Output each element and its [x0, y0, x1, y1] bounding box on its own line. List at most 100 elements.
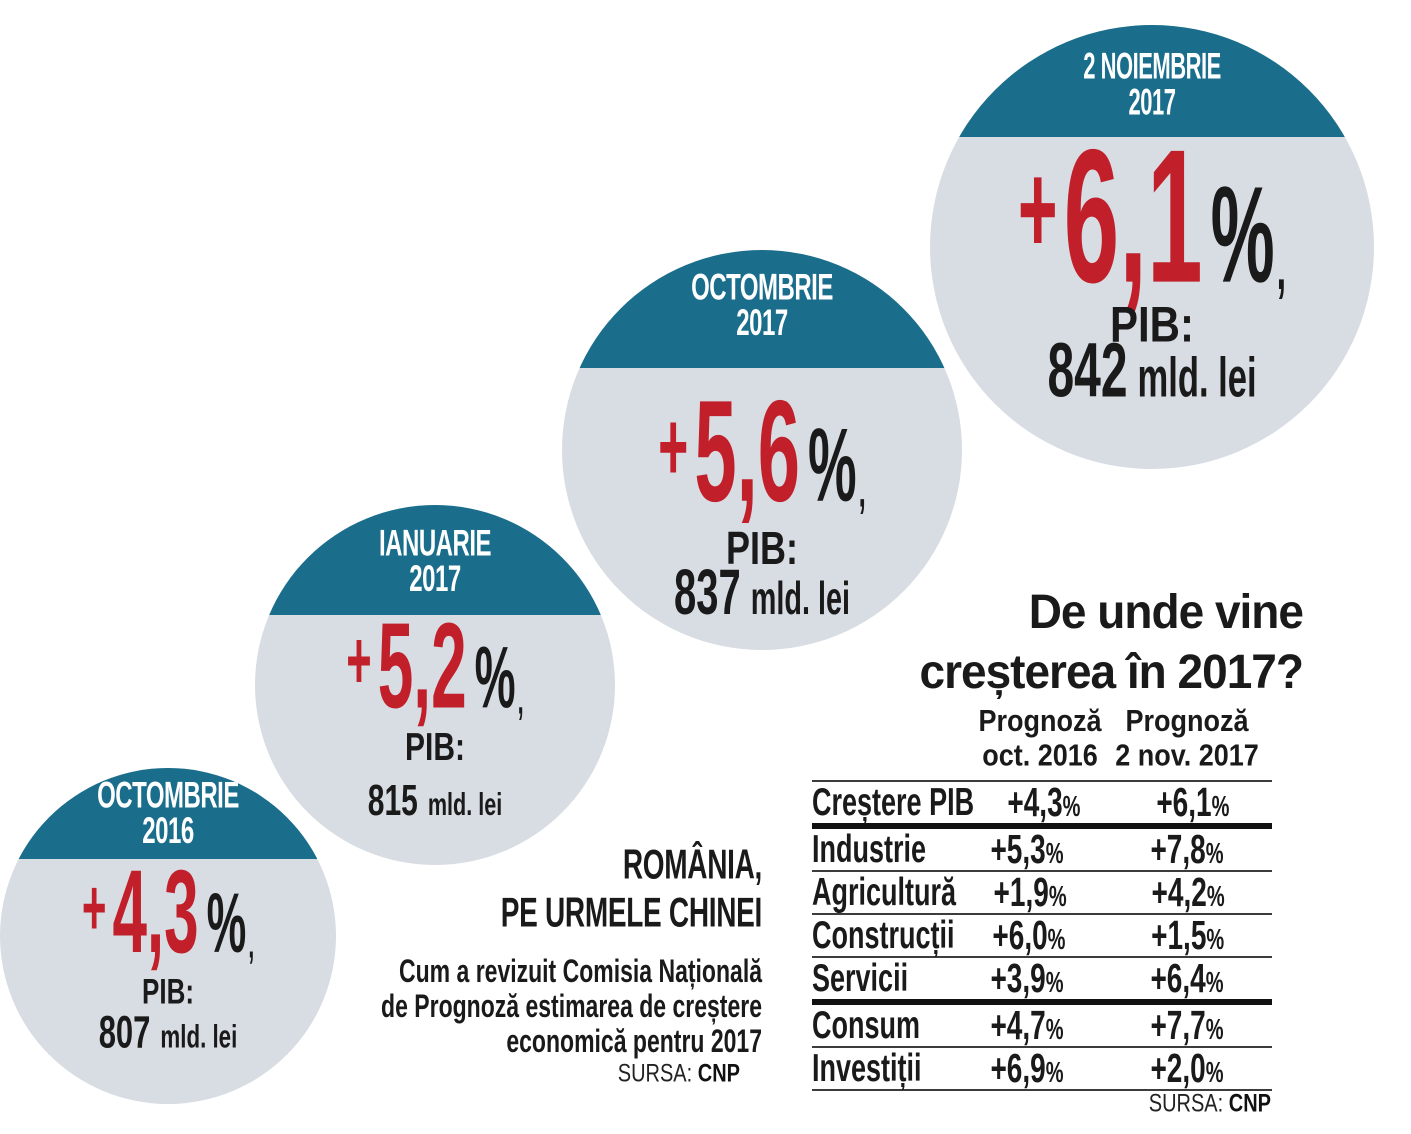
pib-value: 842 mld. lei — [930, 333, 1374, 411]
column-header-2-nov-2017: Prognoză 2 nov. 2017 — [1102, 704, 1272, 773]
row-value-col2: +2,0% — [1102, 1045, 1272, 1091]
source-note: SURSA: CNP — [618, 1060, 740, 1089]
growth-value: +5,2%, — [255, 605, 615, 727]
pib-label: PIB: — [142, 971, 194, 1012]
circle-date-line2: 2017 — [409, 558, 461, 601]
comma-mark: , — [858, 464, 866, 518]
value-number: +6,4 — [1150, 955, 1206, 1001]
source-value: CNP — [1228, 1090, 1271, 1118]
column-header-oct-2016: Prognoză oct. 2016 — [965, 704, 1115, 773]
pib-unit: mld. lei — [1137, 348, 1257, 410]
value-number: +3,9 — [990, 955, 1046, 1001]
pib-number: 807 — [98, 1007, 151, 1058]
row-label: Creștere PIB — [812, 780, 975, 824]
table-header: Prognoză oct. 2016 Prognoză 2 nov. 2017 — [812, 704, 1272, 778]
row-label: Construcții — [812, 913, 955, 957]
forecast-circle-2-nov-2017: 2 NOIEMBRIE 2017 +6,1%, PIB: 842 mld. lei — [930, 25, 1374, 469]
column-header-line1: Prognoză — [1125, 704, 1249, 738]
row-label: Servicii — [812, 956, 909, 1000]
percent-sign: % — [1211, 790, 1230, 823]
circle-date: OCTOMBRIE 2016 — [0, 774, 336, 850]
headline-line1: ROMÂNIA, — [622, 841, 762, 888]
pib-unit: mld. lei — [427, 785, 503, 823]
percent-sign: % — [206, 877, 247, 971]
growth-number: 5,6 — [694, 371, 800, 533]
table-rows: Creștere PIB +4,3% +6,1% Industrie +5,3%… — [812, 779, 1272, 1091]
growth-number: 6,1 — [1063, 110, 1203, 324]
growth-number: 4,3 — [112, 847, 199, 979]
pib-number: 837 — [674, 557, 741, 629]
percent-sign: % — [1206, 923, 1225, 956]
row-value-col1: +4,3% — [974, 779, 1114, 825]
headline-subtitle: Cum a revizuit Comisia Națională de Prog… — [381, 952, 762, 1059]
row-value-col1: +6,9% — [952, 1045, 1102, 1091]
circle-date-line2: 2016 — [142, 810, 194, 853]
percent-sign: % — [808, 405, 857, 524]
growth-value: +5,6%, — [562, 380, 962, 525]
circle-date-band: OCTOMBRIE 2017 — [562, 250, 962, 368]
percent-sign: % — [1048, 880, 1067, 913]
circle-date: IANUARIE 2017 — [255, 522, 615, 598]
table-row: Consum +4,7% +7,7% — [812, 1002, 1272, 1048]
column-header-line1: Prognoză — [978, 704, 1102, 738]
value-number: +4,7 — [990, 1002, 1046, 1048]
row-label: Agricultură — [812, 870, 957, 914]
percent-sign: % — [1045, 1056, 1064, 1089]
percent-sign: % — [1210, 160, 1275, 312]
pib-number: 842 — [1047, 329, 1128, 414]
plus-sign: + — [81, 862, 107, 952]
comma-mark: , — [248, 922, 255, 967]
row-label: Investiții — [812, 1046, 922, 1090]
table-title-line1: De unde vine — [1028, 584, 1304, 639]
pib-label: PIB: — [405, 726, 465, 769]
row-value-col2: +7,7% — [1102, 1002, 1272, 1048]
subtitle-line1: Cum a revizuit Comisia Națională — [399, 952, 762, 989]
value-number: +7,8 — [1150, 826, 1206, 872]
value-number: +7,7 — [1150, 1002, 1206, 1048]
row-value-col1: +1,9% — [956, 869, 1104, 915]
percent-sign: % — [1062, 790, 1081, 823]
percent-sign: % — [1045, 966, 1064, 999]
table-title: De unde vine creșterea în 2017? — [919, 582, 1305, 702]
plus-sign: + — [346, 617, 372, 709]
value-number: +5,3 — [990, 826, 1046, 872]
circle-date-band: 2 NOIEMBRIE 2017 — [930, 25, 1374, 137]
row-value-col2: +6,1% — [1114, 779, 1272, 825]
comma-mark: , — [517, 674, 524, 723]
value-number: +1,9 — [993, 869, 1049, 915]
percent-sign: % — [1206, 880, 1225, 913]
forecast-circle-oct-2016: OCTOMBRIE 2016 +4,3%, PIB: 807 mld. lei — [0, 768, 336, 1104]
percent-sign: % — [1045, 1013, 1064, 1046]
value-number: +2,0 — [1150, 1045, 1206, 1091]
subtitle-line3: economică pentru 2017 — [506, 1022, 762, 1059]
row-value-col2: +6,4% — [1102, 955, 1272, 1001]
circle-date-line1: 2 NOIEMBRIE — [1083, 44, 1221, 88]
subtitle-line2: de Prognoză estimarea de creștere — [381, 987, 762, 1024]
circle-date-line1: OCTOMBRIE — [97, 774, 239, 817]
percent-sign: % — [1045, 837, 1064, 870]
pib-number: 815 — [367, 777, 418, 825]
plus-sign: + — [1017, 137, 1058, 282]
source-value: CNP — [697, 1060, 740, 1088]
pib-value: 837 mld. lei — [562, 561, 962, 625]
circle-date-line2: 2017 — [736, 302, 788, 345]
row-value-col2: +1,5% — [1103, 912, 1272, 958]
circle-date: 2 NOIEMBRIE 2017 — [930, 44, 1374, 120]
headline-line2: PE URMELE CHINEI — [500, 889, 763, 936]
pib-value: 807 mld. lei — [0, 1010, 336, 1055]
row-value-col1: +6,0% — [955, 912, 1104, 958]
value-number: +6,1 — [1156, 779, 1212, 825]
table-row: Servicii +3,9% +6,4% — [812, 955, 1272, 1005]
row-value-col1: +3,9% — [952, 955, 1102, 1001]
comma-mark: , — [1276, 232, 1287, 305]
percent-sign: % — [1047, 923, 1066, 956]
table-title-line2: creșterea în 2017? — [919, 643, 1304, 699]
circle-date-line1: IANUARIE — [378, 522, 492, 565]
row-label: Industrie — [812, 827, 927, 871]
column-header-line2: oct. 2016 — [982, 738, 1098, 773]
table-row: Investiții +6,9% +2,0% — [812, 1045, 1272, 1091]
forecast-circle-ian-2017: IANUARIE 2017 +5,2%, PIB: 815 mld. lei — [255, 505, 615, 865]
row-value-col2: +4,2% — [1104, 869, 1272, 915]
row-value-col1: +5,3% — [952, 826, 1102, 872]
